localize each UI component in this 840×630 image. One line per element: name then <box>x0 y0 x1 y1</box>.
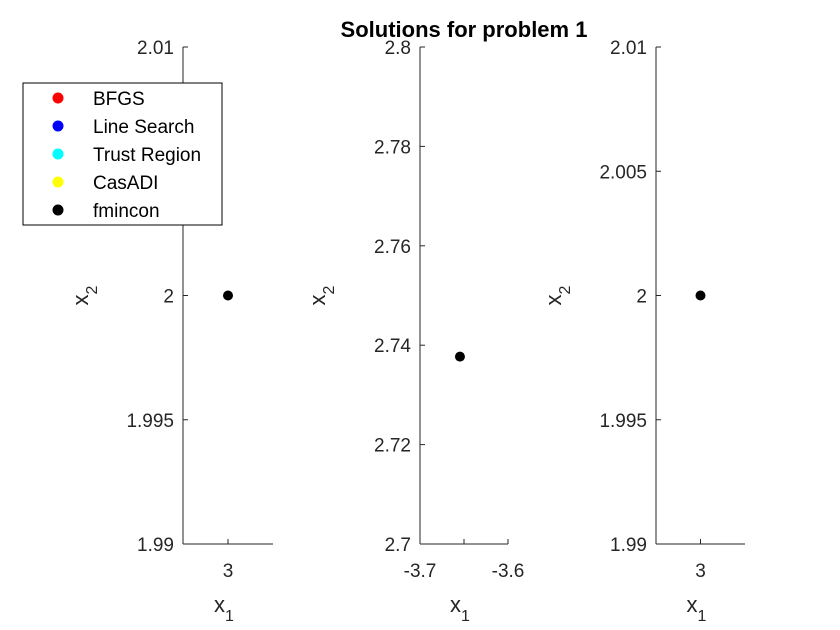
legend-marker <box>52 176 64 188</box>
y-tick-label: 2.7 <box>385 535 411 556</box>
y-tick-label: 2.8 <box>385 38 411 59</box>
subplot-2: 2.7 2.72 2.74 2.76 2.78 2.8 -3.7 -3.6 x1 x2 <box>305 38 524 625</box>
y-tick-label: 1.99 <box>610 535 647 556</box>
chart-title: Solutions for problem 1 <box>341 17 588 42</box>
y-tick-label: 2.72 <box>374 436 411 457</box>
x-tick-label: 3 <box>223 561 234 582</box>
y-tick-label: 2.005 <box>599 162 647 183</box>
legend-label: CasADI <box>93 173 158 194</box>
y-tick-label: 1.99 <box>137 535 174 556</box>
y-tick-label: 2.78 <box>374 137 411 158</box>
x-tick-label: -3.6 <box>492 561 525 582</box>
legend-marker <box>52 120 64 132</box>
y-tick-label: 1.995 <box>599 411 647 432</box>
data-point-fmincon <box>695 290 706 301</box>
subplot-3: 1.99 1.995 2 2.005 2.01 3 x1 x2 <box>541 38 745 625</box>
axes-layer: 1.991.99522.013x1x22.72.722.742.762.782.… <box>68 38 745 625</box>
y-tick-label: 2.01 <box>610 38 647 59</box>
x-axis-label: x1 <box>214 592 234 625</box>
y-tick-label: 2 <box>636 287 647 308</box>
legend-label: BFGS <box>93 89 145 110</box>
y-axis-label: x2 <box>305 285 338 305</box>
y-tick-label: 2.01 <box>137 38 174 59</box>
y-tick-label: 1.995 <box>126 411 174 432</box>
legend-label: fmincon <box>93 201 160 222</box>
legend-label: Trust Region <box>93 145 201 166</box>
data-point-fmincon <box>223 290 233 301</box>
y-tick-label: 2.76 <box>374 237 411 258</box>
y-axis-label: x2 <box>68 285 101 305</box>
data-point-fmincon <box>454 351 465 362</box>
y-axis-label: x2 <box>541 285 574 305</box>
x-axis-label: x1 <box>450 592 470 625</box>
x-axis-label: x1 <box>687 592 707 625</box>
legend-marker <box>52 148 64 160</box>
legend: BFGS Line Search Trust Region CasADI fmincon <box>22 82 223 226</box>
subplot-1: 1.99 1.995 2 2.01 3 x1 x2 <box>68 38 273 625</box>
legend-marker <box>52 92 64 104</box>
legend-marker <box>52 204 64 216</box>
y-tick-label: 2 <box>163 287 174 308</box>
x-tick-label: 3 <box>695 561 706 582</box>
x-tick-label: -3.7 <box>404 561 437 582</box>
legend-label: Line Search <box>93 117 194 138</box>
y-tick-label: 2.74 <box>374 336 411 357</box>
